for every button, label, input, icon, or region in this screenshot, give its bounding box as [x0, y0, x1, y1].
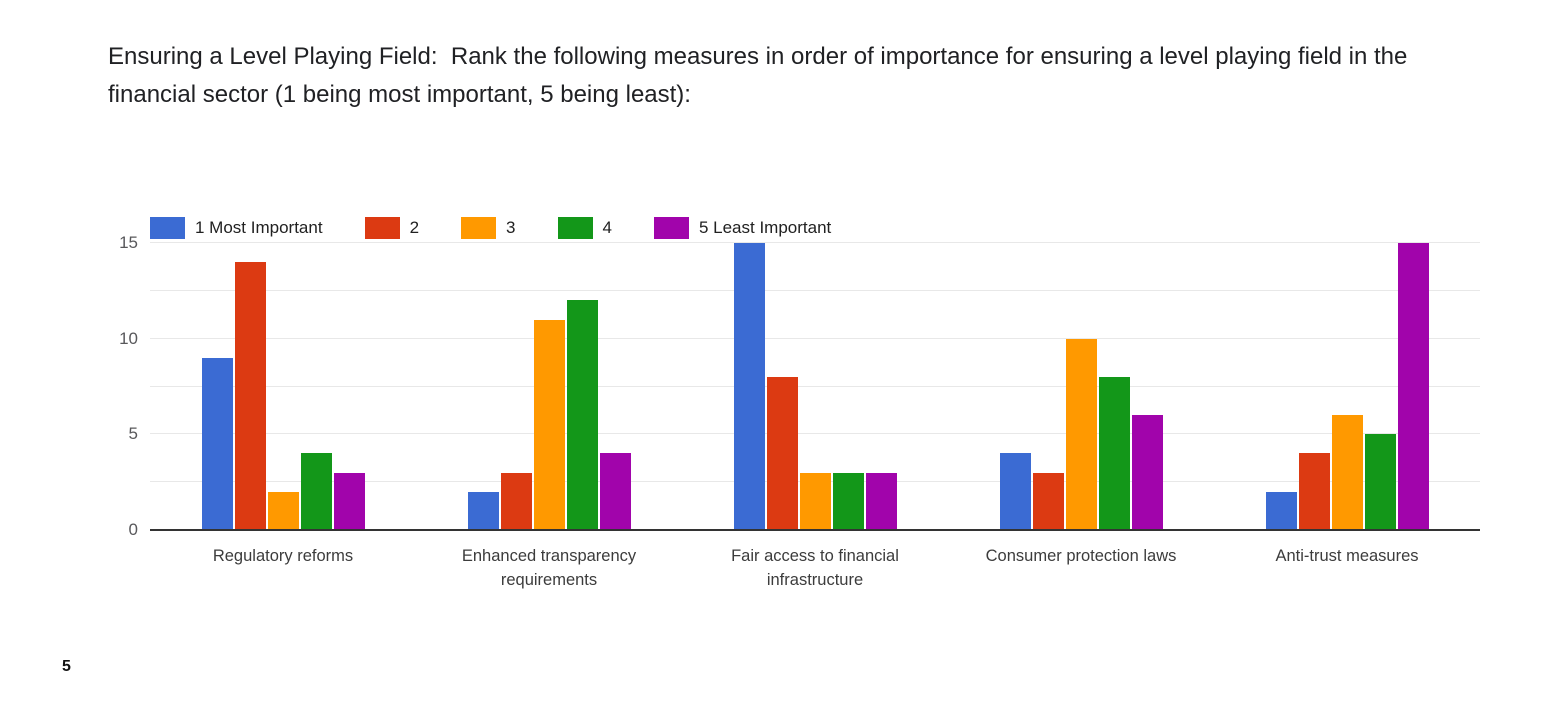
- bar: [1032, 472, 1064, 530]
- bar: [1065, 338, 1097, 530]
- question-title: Ensuring a Level Playing Field: Rank the…: [108, 43, 1415, 108]
- bar-group: [416, 243, 682, 530]
- bar: [1331, 415, 1363, 530]
- bar: [832, 472, 864, 530]
- bar: [1098, 376, 1130, 530]
- gridline: [150, 289, 1480, 291]
- x-axis-line: [150, 529, 1480, 531]
- bar-group: [150, 243, 416, 530]
- x-category-label-text: Anti-trust measures: [1275, 547, 1419, 565]
- plot-area: 0 5 10 15: [119, 233, 1480, 539]
- x-category-label: Regulatory reforms: [150, 544, 416, 568]
- bar: [300, 453, 332, 530]
- legend-item: 5 Least Important: [653, 217, 832, 239]
- legend-label: 3: [506, 218, 516, 237]
- bar: [766, 376, 798, 530]
- bar: [467, 491, 499, 530]
- bar: [267, 491, 299, 530]
- legend-label: 1 Most Important: [195, 218, 323, 237]
- bar: [500, 472, 532, 530]
- x-category-label-text: Regulatory reforms: [212, 547, 354, 565]
- bar: [1265, 491, 1297, 530]
- legend-swatch: [557, 217, 593, 239]
- bar: [533, 319, 565, 530]
- bar: [201, 357, 233, 530]
- legend-swatch: [461, 217, 497, 239]
- y-tick-label: 10: [119, 328, 138, 348]
- x-category-label-text: Fair access to financial infrastructure: [731, 547, 899, 589]
- bar-group: [1214, 243, 1480, 530]
- legend-swatch: [150, 217, 185, 239]
- y-tick-label: 0: [128, 520, 138, 539]
- bar-group: [682, 243, 948, 530]
- gridline: [150, 337, 1480, 339]
- bar: [1397, 243, 1429, 530]
- bar: [333, 472, 365, 530]
- x-category-label-text: Enhanced transparency requirements: [461, 547, 637, 589]
- bar: [1364, 434, 1396, 530]
- gridline: [150, 433, 1480, 435]
- legend-label: 5 Least Important: [698, 218, 832, 237]
- chart-legend: 1 Most Important 2 3 4 5 Least Important: [150, 217, 831, 239]
- bar: [1131, 415, 1163, 530]
- legend-item: 2: [364, 217, 420, 239]
- bar: [234, 262, 266, 530]
- x-category-label: Enhanced transparency requirements: [416, 544, 682, 592]
- y-tick-label: 5: [128, 424, 138, 444]
- gridline: [150, 242, 1480, 243]
- page-number: 5: [62, 658, 71, 675]
- bar: [599, 453, 631, 530]
- x-category-label-text: Consumer protection laws: [985, 547, 1177, 565]
- gridline: [150, 385, 1480, 387]
- legend-label: 2: [409, 218, 420, 237]
- legend-item: 3: [461, 217, 516, 239]
- bar: [799, 472, 831, 530]
- bar: [865, 472, 897, 530]
- bar: [733, 243, 765, 530]
- legend-label: 4: [602, 218, 612, 237]
- legend-item: 4: [557, 217, 612, 239]
- bar: [999, 453, 1031, 530]
- legend-swatch: [653, 217, 689, 239]
- x-category-label: Anti-trust measures: [1214, 544, 1480, 568]
- legend-item: 1 Most Important: [150, 217, 323, 239]
- x-category-label: Fair access to financial infrastructure: [682, 544, 948, 592]
- bar-group: [948, 243, 1214, 530]
- bar: [1298, 453, 1330, 530]
- bar: [566, 300, 598, 530]
- x-category-label: Consumer protection laws: [948, 544, 1214, 568]
- y-tick-label: 15: [119, 233, 138, 252]
- legend-swatch: [364, 217, 400, 239]
